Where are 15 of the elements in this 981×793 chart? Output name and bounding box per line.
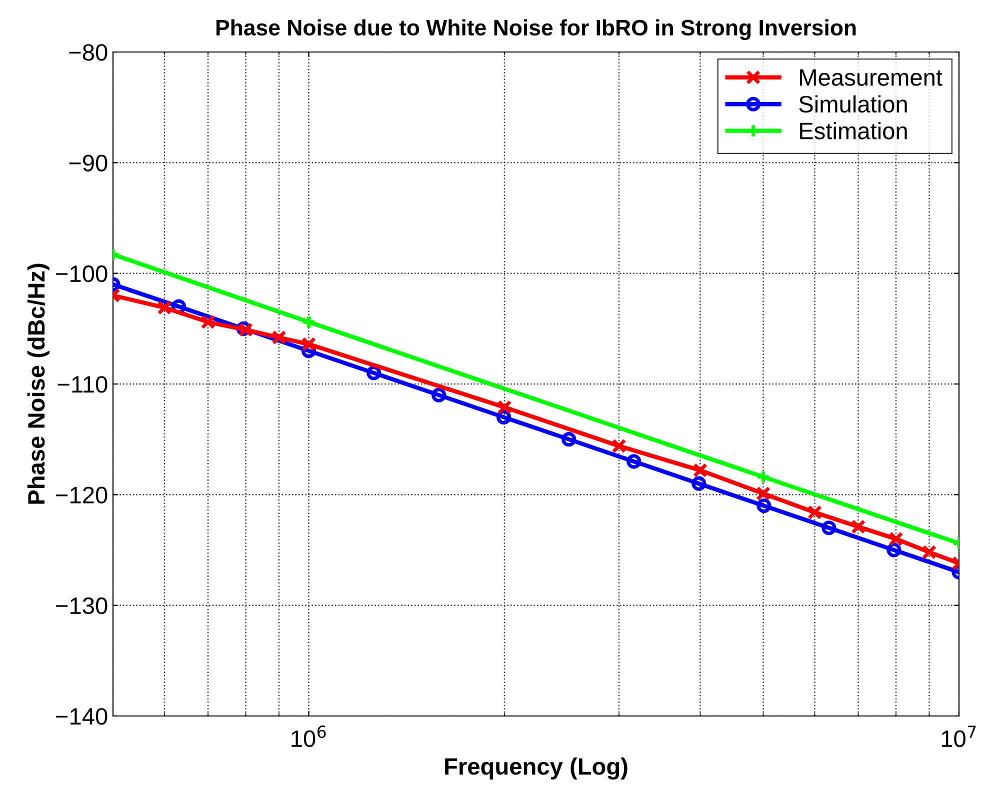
y-tick-label: −80 [69, 44, 108, 61]
y-tick-label: −110 [58, 376, 108, 393]
y-tick-label: −90 [69, 154, 108, 172]
x-tick-label: 10$^{7}$ [942, 726, 976, 748]
y-axis-title: Phase Noise (dBc/Hz) [27, 264, 50, 504]
legend-label: Measurement [800, 69, 942, 86]
legend-label: Estimation [800, 122, 907, 140]
x-axis-title: Frequency (Log) [445, 757, 628, 780]
legend-label: Simulation [799, 95, 907, 113]
chart-title: Phase Noise due to White Noise for IbRO in Strong Inversion [216, 19, 856, 40]
x-tick-label: 10$^{6}$ [292, 726, 326, 748]
y-tick-label: −100 [56, 265, 108, 282]
y-tick-label: −130 [56, 597, 108, 614]
y-tick-label: −120 [56, 486, 108, 504]
y-tick-label: −140 [56, 708, 108, 725]
